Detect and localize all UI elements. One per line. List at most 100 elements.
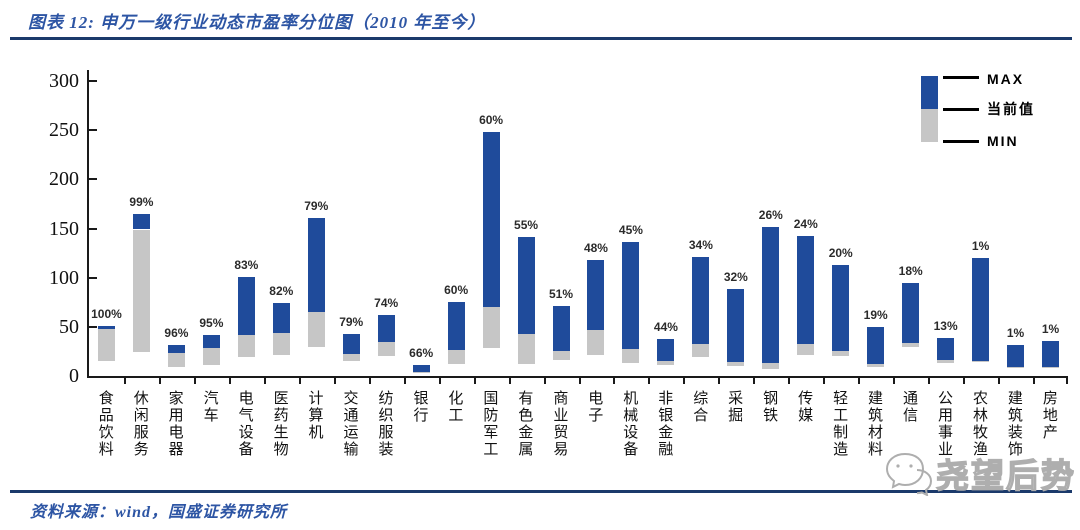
bar-min-to-current-segment <box>342 354 360 362</box>
category-label-cell: 国防军工 <box>472 390 507 490</box>
title-divider-rule <box>10 37 1072 40</box>
bar-min-to-current-segment <box>587 329 605 356</box>
category-label-cell: 农林牧渔 <box>961 390 996 490</box>
category-label: 非银金融 <box>656 390 673 458</box>
y-tick-mark <box>89 129 97 132</box>
percentile-label: 1% <box>1006 325 1025 340</box>
x-tick-mark <box>158 378 161 384</box>
bar-min-to-current-segment <box>657 361 675 366</box>
bar-current-to-max-segment <box>937 337 955 361</box>
category-label-cell: 银行 <box>402 390 437 490</box>
bar-current-to-max-segment <box>97 325 115 329</box>
bar-current-to-max-segment <box>167 344 185 354</box>
percentile-label: 79% <box>339 314 364 329</box>
legend-max-connector <box>943 76 979 79</box>
percentile-label: 66% <box>409 346 434 361</box>
percentile-label: 82% <box>269 284 294 299</box>
category-label: 电子 <box>586 390 603 424</box>
percentile-label: 19% <box>863 307 888 322</box>
category-label: 商业贸易 <box>551 390 568 458</box>
bar-current-to-max-segment <box>972 258 990 362</box>
category-label-cell: 医药生物 <box>262 390 297 490</box>
percentile-label: 32% <box>723 270 748 285</box>
bar-current-to-max-segment <box>727 289 745 363</box>
chart-legend: MAX 当前值 MIN <box>921 72 1080 148</box>
category-label-cell: 非银金融 <box>647 390 682 490</box>
x-tick-mark <box>1033 378 1036 384</box>
y-tick-mark <box>89 178 97 181</box>
bar-current-to-max-segment <box>552 306 570 352</box>
bar-min-to-current-segment <box>132 229 150 353</box>
x-tick-mark <box>648 378 651 384</box>
bar-current-to-max-segment <box>902 282 920 343</box>
x-tick-mark <box>123 378 126 384</box>
category-label-cell: 传媒 <box>786 390 821 490</box>
category-label: 纺织服装 <box>376 390 393 458</box>
y-tick-label: 300 <box>49 70 79 92</box>
bar-min-to-current-segment <box>237 334 255 358</box>
bar-current-to-max-segment <box>1042 340 1060 367</box>
bar-min-to-current-segment <box>97 328 115 362</box>
category-label-cell: 休闲服务 <box>122 390 157 490</box>
bar-current-to-max-segment <box>832 264 850 352</box>
category-label-cell: 商业贸易 <box>542 390 577 490</box>
percentile-label: 79% <box>304 198 329 213</box>
bar-current-to-max-segment <box>867 326 885 365</box>
category-label-cell: 纺织服装 <box>367 390 402 490</box>
bar-min-to-current-segment <box>552 351 570 361</box>
category-label-cell: 计算机 <box>297 390 332 490</box>
category-label-cell: 建筑材料 <box>856 390 891 490</box>
category-label: 轻工制造 <box>831 390 848 458</box>
x-tick-mark <box>193 378 196 384</box>
percentile-label: 95% <box>199 315 224 330</box>
x-tick-mark <box>578 378 581 384</box>
legend-max-swatch <box>921 76 938 109</box>
legend-min-connector <box>943 140 979 143</box>
x-tick-mark <box>368 378 371 384</box>
y-tick-mark <box>89 227 97 230</box>
bar-current-to-max-segment <box>132 213 150 230</box>
category-label-cell: 电子 <box>577 390 612 490</box>
percentile-label: 100% <box>91 306 122 321</box>
category-label-cell: 化工 <box>437 390 472 490</box>
wechat-icon <box>885 452 933 496</box>
x-tick-mark <box>508 378 511 384</box>
category-label: 食品饮料 <box>96 390 113 458</box>
percentile-label: 45% <box>618 223 643 238</box>
percentile-label: 13% <box>933 318 958 333</box>
percentile-label: 26% <box>758 207 783 222</box>
bar-min-to-current-segment <box>482 307 500 349</box>
x-tick-mark <box>683 378 686 384</box>
x-tick-mark <box>263 378 266 384</box>
category-label: 汽车 <box>201 390 218 424</box>
figure-title: 图表 12: 申万一级行业动态市盈率分位图（2010 年至今） <box>28 13 486 32</box>
legend-min-swatch <box>921 109 938 142</box>
bar-min-to-current-segment <box>867 364 885 368</box>
category-label-cell: 有色金属 <box>507 390 542 490</box>
category-label: 计算机 <box>306 390 323 441</box>
x-tick-mark <box>333 378 336 384</box>
bar-min-to-current-segment <box>167 353 185 368</box>
pe-percentile-chart: MAX 当前值 MIN 0 50 100 150 200 250 300 100% 99% 96%… <box>49 70 1068 387</box>
bar-min-to-current-segment <box>447 350 465 365</box>
x-tick-mark <box>998 378 1001 384</box>
x-tick-mark <box>403 378 406 384</box>
legend-range-swatch <box>921 76 938 142</box>
category-label-cell: 机械设备 <box>612 390 647 490</box>
percentile-label: 55% <box>514 218 539 233</box>
bar-min-to-current-segment <box>307 312 325 348</box>
bar-current-to-max-segment <box>762 226 780 364</box>
bar-current-to-max-segment <box>307 217 325 313</box>
bar-current-to-max-segment <box>797 236 815 344</box>
category-label: 有色金属 <box>516 390 533 458</box>
category-label: 建筑装饰 <box>1005 390 1022 458</box>
category-label: 综合 <box>691 390 708 424</box>
bar-min-to-current-segment <box>622 349 640 364</box>
x-tick-mark <box>823 378 826 384</box>
bar-min-to-current-segment <box>727 362 745 367</box>
category-label: 交通运输 <box>341 390 358 458</box>
x-tick-mark <box>473 378 476 384</box>
category-label-cell: 房地产 <box>1031 390 1066 490</box>
category-label: 机械设备 <box>621 390 638 458</box>
category-label: 国防军工 <box>481 390 498 458</box>
